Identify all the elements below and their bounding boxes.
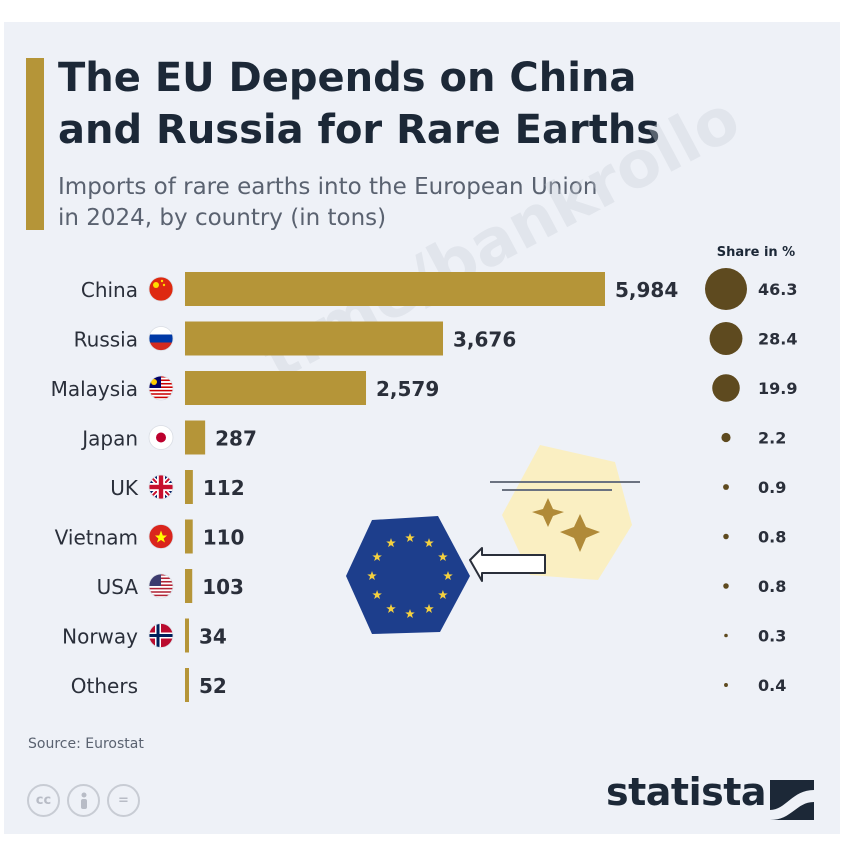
bar-row: Norway 34 0.3 bbox=[62, 618, 786, 653]
title-line-1: The EU Depends on China bbox=[58, 55, 637, 101]
equals-icon[interactable]: = bbox=[107, 784, 140, 817]
eu-star bbox=[386, 538, 396, 548]
eu-star bbox=[372, 590, 382, 600]
eu-star bbox=[367, 571, 377, 581]
value-label: 2,579 bbox=[376, 377, 439, 401]
eu-illustration bbox=[346, 445, 640, 634]
category-label: Russia bbox=[74, 328, 138, 352]
bar bbox=[185, 470, 193, 504]
eu-star bbox=[438, 590, 448, 600]
eu-star bbox=[386, 603, 396, 613]
share-label: 0.8 bbox=[758, 528, 786, 547]
statista-logo-text[interactable]: statista bbox=[606, 770, 767, 814]
sparkle-icon bbox=[532, 498, 600, 552]
bar bbox=[185, 618, 189, 653]
share-bubble bbox=[705, 268, 747, 310]
license-icons: cc = bbox=[27, 784, 140, 817]
share-bubble bbox=[723, 583, 729, 589]
bar bbox=[185, 420, 206, 455]
bar bbox=[185, 569, 193, 603]
category-label: UK bbox=[110, 476, 139, 500]
share-bubble bbox=[709, 322, 743, 355]
statista-logo-icon[interactable] bbox=[770, 780, 814, 820]
share-label: 0.8 bbox=[758, 577, 786, 596]
malaysia-flag-icon bbox=[148, 375, 174, 401]
arrow-icon bbox=[469, 547, 546, 582]
bar-row: China 5,984 46.3 bbox=[81, 268, 797, 310]
bar-row: Russia 3,676 28.4 bbox=[74, 321, 797, 356]
share-label: 0.3 bbox=[758, 627, 786, 646]
eu-star bbox=[424, 538, 434, 548]
share-bubble bbox=[723, 533, 729, 540]
bar-row: UK 112 0.9 bbox=[110, 470, 786, 504]
bar bbox=[185, 321, 444, 356]
person-icon[interactable] bbox=[67, 784, 100, 817]
eu-stars-icon bbox=[367, 533, 453, 619]
share-header: Share in % bbox=[717, 245, 795, 260]
value-label: 112 bbox=[203, 476, 245, 500]
value-label: 52 bbox=[199, 674, 227, 698]
value-label: 3,676 bbox=[453, 328, 516, 352]
category-label: Vietnam bbox=[55, 526, 138, 550]
share-bubble bbox=[724, 683, 728, 687]
uk-flag-icon bbox=[148, 474, 174, 500]
value-label: 34 bbox=[199, 625, 227, 649]
eu-star bbox=[424, 603, 434, 613]
bar bbox=[185, 668, 189, 702]
value-label: 287 bbox=[215, 427, 257, 451]
eu-star bbox=[443, 571, 453, 581]
bar-row: USA 103 0.8 bbox=[97, 569, 786, 603]
title-accent-bar bbox=[26, 58, 44, 230]
value-label: 110 bbox=[203, 526, 245, 550]
infographic-card bbox=[4, 22, 840, 834]
chart-subtitle: Imports of rare earths into the European… bbox=[58, 172, 758, 234]
share-label: 46.3 bbox=[758, 280, 797, 299]
title-line-2: and Russia for Rare Earths bbox=[58, 107, 661, 153]
source-note: Source: Eurostat bbox=[28, 736, 144, 752]
value-label: 5,984 bbox=[615, 278, 678, 302]
speed-lines bbox=[490, 481, 640, 491]
subtitle-line-1: Imports of rare earths into the European… bbox=[58, 174, 598, 200]
subtitle-line-2: in 2024, by country (in tons) bbox=[58, 205, 387, 231]
share-label: 0.9 bbox=[758, 478, 786, 497]
bar-row: Vietnam 110 0.8 bbox=[55, 519, 786, 554]
cc-icon[interactable]: cc bbox=[27, 784, 60, 817]
value-label: 103 bbox=[202, 575, 244, 599]
norway-flag-icon bbox=[148, 623, 174, 648]
bar bbox=[185, 519, 193, 554]
share-label: 19.9 bbox=[758, 379, 797, 398]
bar bbox=[185, 272, 605, 306]
share-bubble bbox=[724, 633, 728, 638]
share-label: 0.4 bbox=[758, 676, 786, 695]
sparkle-hexagon bbox=[502, 445, 632, 580]
eu-star bbox=[372, 552, 382, 562]
bar-chart: Share in % China 5,984 46.3 Russia 3,676 28.4… bbox=[51, 245, 797, 702]
share-bubble bbox=[721, 432, 731, 443]
russia-flag-icon bbox=[148, 326, 174, 351]
share-label: 2.2 bbox=[758, 429, 786, 448]
category-label: USA bbox=[97, 575, 139, 599]
usa-flag-icon bbox=[148, 573, 174, 599]
eu-star bbox=[438, 552, 448, 562]
japan-flag-icon bbox=[148, 425, 174, 450]
vietnam-flag-icon bbox=[148, 524, 174, 549]
bar-row: Japan 287 2.2 bbox=[80, 420, 786, 455]
category-label: Japan bbox=[80, 427, 138, 451]
category-label: China bbox=[81, 278, 138, 302]
chart-title: The EU Depends on China and Russia for R… bbox=[58, 52, 818, 156]
bar-row: Malaysia 2,579 19.9 bbox=[51, 371, 797, 405]
category-label: Others bbox=[71, 674, 138, 698]
bar-row: Others 52 0.4 bbox=[71, 668, 786, 702]
category-label: Norway bbox=[62, 625, 138, 649]
category-label: Malaysia bbox=[51, 377, 138, 401]
eu-star bbox=[405, 533, 415, 543]
share-label: 28.4 bbox=[758, 330, 797, 349]
bar bbox=[185, 371, 367, 405]
share-bubble bbox=[712, 374, 740, 402]
share-bubble bbox=[723, 484, 729, 490]
china-flag-icon bbox=[148, 276, 174, 302]
eu-hexagon bbox=[346, 516, 470, 634]
eu-star bbox=[405, 609, 415, 619]
